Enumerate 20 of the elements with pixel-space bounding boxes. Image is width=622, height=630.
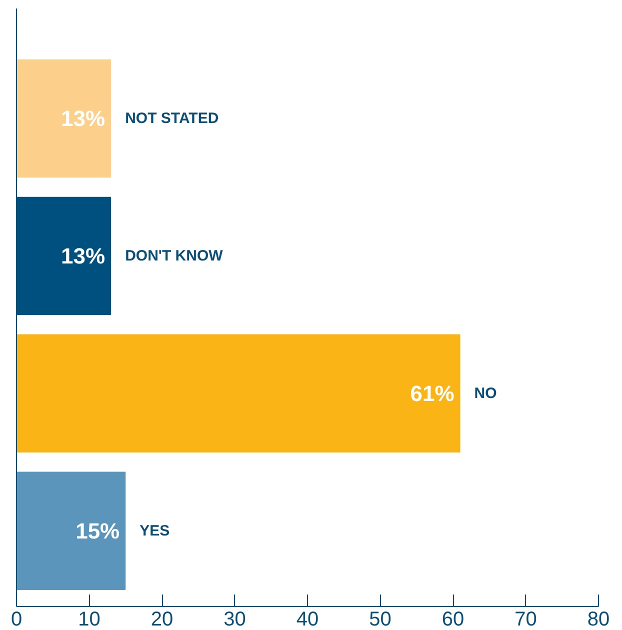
- x-tick-label: 50: [369, 608, 392, 630]
- bar: [16, 472, 126, 590]
- bar: [16, 334, 460, 453]
- data-label: 13%: [61, 106, 106, 131]
- x-tick-label: 40: [296, 608, 319, 630]
- x-tick-label: 80: [587, 608, 610, 630]
- y-tick-label: NOT STATED: [125, 110, 219, 127]
- y-tick-label: YES: [140, 522, 170, 540]
- bar: [16, 59, 112, 178]
- y-tick-label: DON'T KNOW: [125, 247, 224, 264]
- y-tick-label: NO: [474, 384, 498, 402]
- x-tick-label: 0: [10, 608, 22, 630]
- x-tick-label: 20: [150, 608, 174, 630]
- x-tick-label: 30: [224, 608, 246, 630]
- x-tick-label: 60: [442, 608, 464, 630]
- data-label: 13%: [61, 243, 106, 268]
- data-label: 61%: [410, 380, 454, 406]
- data-label: 15%: [76, 518, 120, 544]
- x-tick-label: 10: [78, 608, 100, 630]
- x-tick-label: 70: [514, 608, 537, 630]
